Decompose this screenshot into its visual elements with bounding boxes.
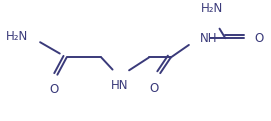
Text: HN: HN: [111, 79, 128, 92]
Text: NH: NH: [199, 32, 217, 45]
Text: O: O: [49, 83, 58, 96]
Text: H₂N: H₂N: [6, 30, 28, 43]
Text: O: O: [254, 32, 263, 45]
Text: H₂N: H₂N: [201, 2, 224, 15]
Text: O: O: [149, 82, 159, 95]
